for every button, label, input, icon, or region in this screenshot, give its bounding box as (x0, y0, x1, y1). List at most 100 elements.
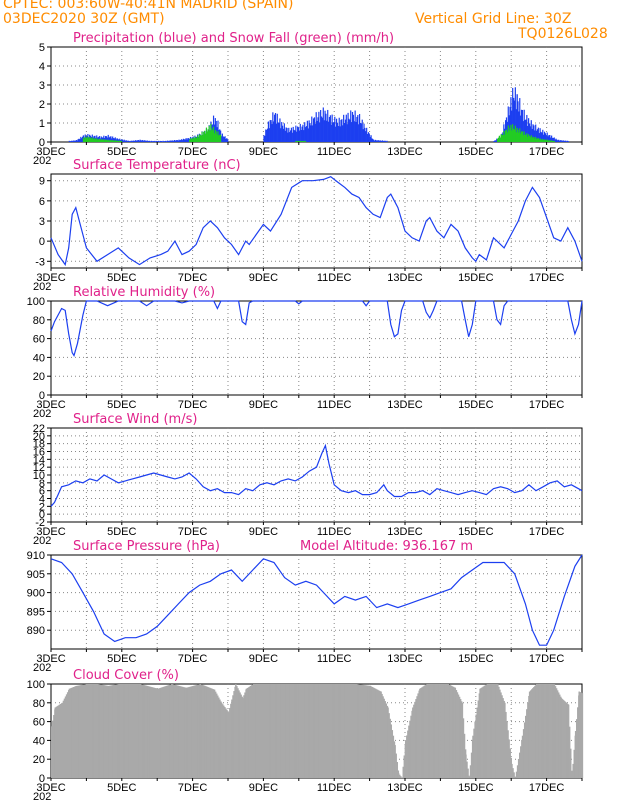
cloud-bar (233, 691, 235, 778)
cloud-bar (452, 686, 455, 778)
cloud-bar (476, 707, 479, 778)
precip-bar-blue (511, 110, 513, 142)
cloud-bar (186, 687, 189, 778)
precip-bar-green (301, 141, 303, 142)
ytick-label-wind: 14 (33, 454, 45, 466)
precip-bar-green (513, 129, 516, 142)
cloud-bar (410, 715, 412, 778)
cloud-bar (444, 684, 446, 778)
cloud-bar (137, 684, 139, 778)
precip-bar-blue (166, 140, 169, 142)
precip-bar-green (111, 140, 113, 142)
precip-bar-blue (171, 140, 173, 142)
cloud-bar (487, 684, 489, 778)
ytick-label-humidity: 100 (27, 296, 45, 308)
xtick-label-wind: 11DEC (317, 526, 352, 538)
cloud-bar (131, 684, 133, 778)
precip-bar-blue (362, 129, 364, 142)
precip-bar-green (512, 128, 515, 142)
cloud-bar (278, 684, 280, 778)
cloud-bar (375, 689, 378, 778)
precip-bar-blue (373, 139, 375, 142)
ytick-label-temp: -3 (35, 256, 45, 268)
cloud-bar (98, 684, 100, 778)
precip-bar-blue (561, 140, 563, 142)
precip-bar-green (547, 140, 549, 142)
cloud-bar (146, 685, 149, 778)
precip-bar-blue (317, 117, 319, 142)
cloud-bar (565, 702, 567, 778)
precip-bar-blue (172, 140, 174, 142)
cloud-bar (166, 685, 169, 778)
cloud-bar (499, 689, 501, 778)
cloud-bar (580, 692, 583, 778)
cloud-bar (310, 684, 312, 778)
cloud-bar (342, 684, 344, 778)
panel-title-pressure: Surface Pressure (hPa) (73, 539, 220, 554)
precip-bar-green (215, 131, 217, 142)
cloud-bar (445, 684, 447, 778)
precip-bar-blue (74, 140, 76, 142)
cloud-bar (218, 697, 220, 778)
precip-bar-blue (320, 110, 322, 142)
precip-bar-blue (272, 112, 274, 142)
cloud-bar (432, 684, 435, 778)
cloud-bar (202, 685, 205, 778)
cloud-bar (560, 698, 563, 778)
cloud-bar (172, 684, 174, 778)
cloud-bar (547, 684, 550, 778)
precip-bar-green (109, 140, 111, 142)
cloud-bar (508, 739, 510, 778)
cloud-bar (328, 684, 331, 778)
cloud-bar (119, 684, 121, 778)
precip-bar-green (497, 138, 499, 142)
precip-bar-blue (136, 140, 139, 142)
precip-bar-blue (303, 130, 305, 142)
cloud-bar (179, 686, 182, 778)
precip-bar-blue (163, 141, 165, 142)
cloud-bar (229, 707, 231, 778)
cloud-bar (362, 684, 365, 778)
precip-bar-blue (127, 140, 130, 142)
precip-bar-blue (337, 125, 339, 142)
precip-bar-blue (355, 121, 357, 142)
precip-bar-green (120, 141, 122, 142)
precip-bar-blue (104, 136, 107, 142)
precip-bar-green (533, 137, 535, 142)
precip-bar-blue (560, 140, 562, 142)
precip-bar-blue (313, 117, 316, 142)
cloud-bar (373, 688, 376, 778)
xtick-label-precip: 11DEC (317, 146, 352, 158)
precip-bar-blue (117, 138, 119, 142)
precip-bar-green (296, 141, 298, 142)
precip-bar-green (107, 139, 109, 142)
precip-bar-blue (345, 114, 347, 142)
cloud-bar (391, 730, 394, 778)
cloud-bar (274, 684, 276, 778)
precip-bar-blue (514, 87, 516, 142)
cloud-bar (116, 684, 118, 778)
precip-bar-green (216, 134, 218, 142)
x-year-label-pressure: 202 (33, 662, 51, 674)
precip-bar-blue (271, 124, 273, 142)
cloud-bar (579, 692, 582, 778)
cloud-bar (441, 684, 443, 778)
xtick-label-temp: 15DEC (458, 272, 494, 284)
cloud-bar (161, 687, 163, 778)
cloud-bar (334, 684, 337, 778)
cloud-bar (568, 726, 571, 778)
precip-bar-blue (319, 122, 321, 142)
xtick-label-humidity: 3DEC (36, 399, 65, 411)
cloud-bar (177, 685, 180, 778)
precip-bar-green (102, 139, 104, 142)
precip-bar-blue (103, 135, 105, 142)
cloud-bar (531, 689, 533, 778)
precip-bar-blue (175, 140, 177, 142)
precip-bar-blue (359, 122, 362, 142)
precip-bar-blue (341, 119, 343, 142)
cloud-bar (70, 687, 73, 778)
precip-bar-green (94, 138, 96, 142)
xtick-label-temp: 5DEC (107, 272, 136, 284)
cloud-bar (403, 755, 406, 778)
ytick-label-cloud: 20 (33, 754, 45, 766)
